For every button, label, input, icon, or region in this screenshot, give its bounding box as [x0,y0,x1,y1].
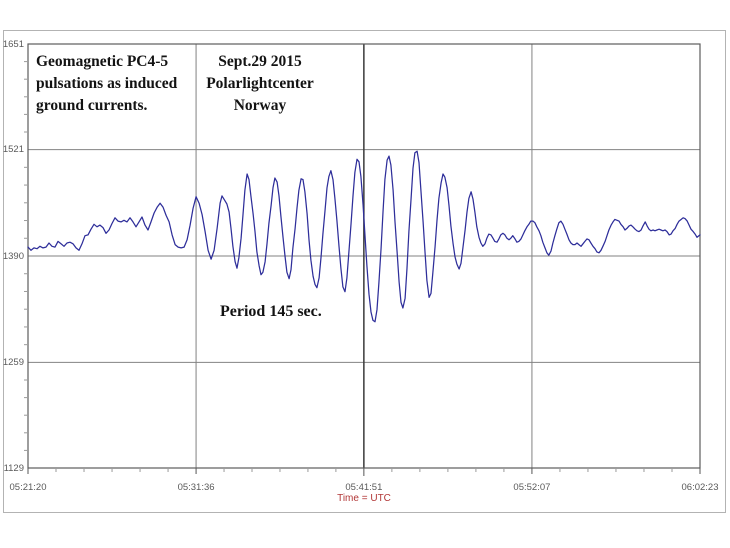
y-tick-label: 1651 [2,38,24,50]
axis-ticks [24,61,701,476]
y-tick-label: 1259 [2,356,24,368]
y-tick-label: 1390 [2,250,24,262]
annotation-period: Period 145 sec. [220,303,322,320]
y-tick-label: 1129 [3,462,24,474]
x-axis-title: Time = UTC [337,493,391,504]
x-tick-label: 05:41:51 [345,482,383,493]
x-tick-label: 05:31:36 [177,482,215,493]
plot-border [27,43,701,469]
x-axis-labels: 05:21:20 05:31:36 05:41:51 05:52:07 06:02:23 [0,482,730,494]
annotation-event-info: Sept.29 2015 Polarlightcenter Norway [206,53,314,114]
y-axis-labels: 1651 1521 1390 1259 1129 [0,0,26,548]
x-tick-label: 05:52:07 [513,482,551,493]
pulsation-waveform [27,150,701,323]
x-tick-label: 06:02:23 [681,482,719,493]
annotation-description: Geomagnetic PC4-5 pulsations as induced … [36,53,178,114]
y-tick-label: 1521 [2,144,24,156]
x-tick-label: 05:21:20 [9,482,47,493]
